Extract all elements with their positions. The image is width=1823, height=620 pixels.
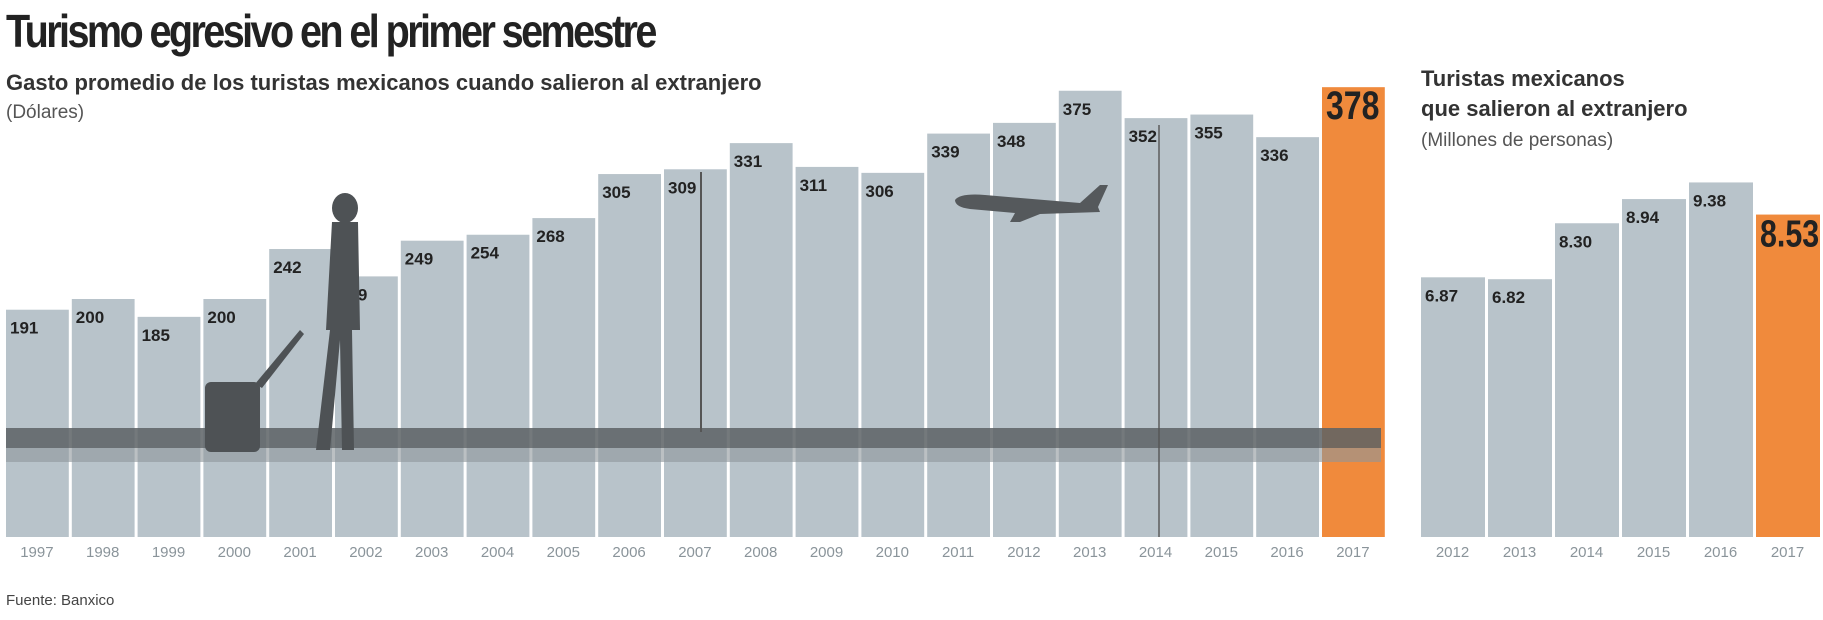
bar-1998 bbox=[71, 299, 135, 537]
data-label-2013: 6.82 bbox=[1492, 288, 1525, 307]
tick-label-2013: 2013 bbox=[1503, 544, 1536, 561]
data-label-2014: 8.30 bbox=[1559, 232, 1592, 251]
tick-label-2000: 2000 bbox=[218, 544, 251, 561]
bar-2015 bbox=[1190, 114, 1254, 538]
tick-label-2017: 2017 bbox=[1771, 544, 1804, 561]
data-label-2009: 311 bbox=[800, 176, 827, 195]
bar-1999 bbox=[137, 316, 201, 537]
bar-2011 bbox=[927, 133, 990, 537]
bar-2009 bbox=[795, 166, 859, 537]
bar-2007 bbox=[664, 169, 727, 538]
bar-2016 bbox=[1689, 182, 1753, 537]
data-label-2016: 336 bbox=[1260, 146, 1288, 165]
data-label-2016: 9.38 bbox=[1693, 191, 1726, 210]
data-label-1999: 185 bbox=[142, 326, 170, 345]
bar-2010 bbox=[861, 172, 925, 538]
tick-label-2001: 2001 bbox=[283, 544, 316, 561]
tick-label-2011: 2011 bbox=[942, 544, 974, 561]
bar-2004 bbox=[466, 234, 530, 538]
tick-label-2013: 2013 bbox=[1073, 544, 1106, 561]
bar-2013 bbox=[1488, 279, 1552, 537]
data-label-2010: 306 bbox=[865, 182, 893, 201]
bar-2015 bbox=[1622, 199, 1686, 537]
bar-2006 bbox=[598, 174, 661, 538]
bar-2012 bbox=[1421, 277, 1485, 537]
bar-2014 bbox=[1124, 118, 1188, 538]
data-label-2008: 331 bbox=[734, 152, 762, 171]
data-label-2001: 242 bbox=[273, 258, 301, 277]
bar-2016 bbox=[1256, 137, 1319, 537]
left-chart-units: (Dólares) bbox=[6, 102, 85, 123]
tick-label-2008: 2008 bbox=[744, 544, 777, 561]
bar-2012 bbox=[993, 122, 1056, 537]
right-chart-title-line1: Turistas mexicanos bbox=[1421, 66, 1625, 91]
left-chart-title: Gasto promedio de los turistas mexicanos… bbox=[6, 70, 762, 95]
data-label-1997: 191 bbox=[10, 319, 38, 338]
tick-label-2017: 2017 bbox=[1336, 544, 1369, 561]
tick-label-2012: 2012 bbox=[1007, 544, 1040, 561]
tick-label-2005: 2005 bbox=[547, 544, 580, 561]
bar-2003 bbox=[400, 240, 464, 537]
bar-2017 bbox=[1322, 87, 1385, 538]
data-label-2003: 249 bbox=[405, 250, 433, 269]
data-label-2013: 375 bbox=[1063, 100, 1091, 119]
data-label-2012: 6.87 bbox=[1425, 286, 1458, 305]
data-label-2006: 305 bbox=[602, 183, 630, 202]
data-label-2014: 352 bbox=[1129, 127, 1157, 146]
bar-2014 bbox=[1555, 223, 1619, 537]
tick-label-1998: 1998 bbox=[86, 544, 119, 561]
airplane-icon bbox=[955, 185, 1108, 222]
tick-label-1999: 1999 bbox=[152, 544, 185, 561]
data-label-1998: 200 bbox=[76, 308, 104, 327]
bar-2017 bbox=[1756, 214, 1820, 538]
data-label-2005: 268 bbox=[536, 227, 564, 246]
tick-label-2009: 2009 bbox=[810, 544, 843, 561]
data-label-2004: 254 bbox=[471, 244, 500, 263]
data-label-2007: 309 bbox=[668, 178, 696, 197]
tick-label-2015: 2015 bbox=[1637, 544, 1670, 561]
data-label-2000: 200 bbox=[207, 308, 235, 327]
data-label-2017: 378 bbox=[1326, 83, 1379, 128]
tick-label-1997: 1997 bbox=[20, 544, 53, 561]
right-chart-title-line2: que salieron al extranjero bbox=[1421, 96, 1688, 121]
tick-label-2014: 2014 bbox=[1570, 544, 1603, 561]
tick-label-2016: 2016 bbox=[1704, 544, 1737, 561]
bar-1997 bbox=[6, 309, 69, 537]
bar-2001 bbox=[269, 249, 332, 537]
bar-2013 bbox=[1058, 90, 1122, 537]
tick-label-2014: 2014 bbox=[1139, 544, 1172, 561]
tick-label-2010: 2010 bbox=[876, 544, 909, 561]
chart-turistas: 6.87 2012 6.82 2013 8.30 2014 8.94 2015 9.38 2016… bbox=[1421, 182, 1820, 561]
tick-label-2002: 2002 bbox=[349, 544, 382, 561]
tick-label-2006: 2006 bbox=[612, 544, 645, 561]
chart-gasto: 1911997200199818519992002000242200121920… bbox=[6, 83, 1385, 561]
bar-2005 bbox=[532, 218, 596, 537]
tick-label-2007: 2007 bbox=[678, 544, 711, 561]
right-chart-units: (Millones de personas) bbox=[1421, 130, 1614, 151]
data-label-2012: 348 bbox=[997, 132, 1025, 151]
chart-title: Turismo egresivo en el primer semestre bbox=[6, 5, 657, 57]
data-label-2017: 8.53 bbox=[1760, 213, 1819, 255]
tick-label-2015: 2015 bbox=[1205, 544, 1238, 561]
data-label-2015: 8.94 bbox=[1626, 208, 1660, 227]
tick-label-2004: 2004 bbox=[481, 544, 514, 561]
source-note: Fuente: Banxico bbox=[6, 592, 115, 609]
traveler-icon bbox=[205, 193, 360, 452]
data-label-2011: 339 bbox=[931, 143, 959, 162]
tick-label-2003: 2003 bbox=[415, 544, 448, 561]
data-label-2015: 355 bbox=[1194, 124, 1222, 143]
tick-label-2012: 2012 bbox=[1436, 544, 1469, 561]
tick-label-2016: 2016 bbox=[1270, 544, 1303, 561]
bar-2008 bbox=[729, 143, 793, 538]
